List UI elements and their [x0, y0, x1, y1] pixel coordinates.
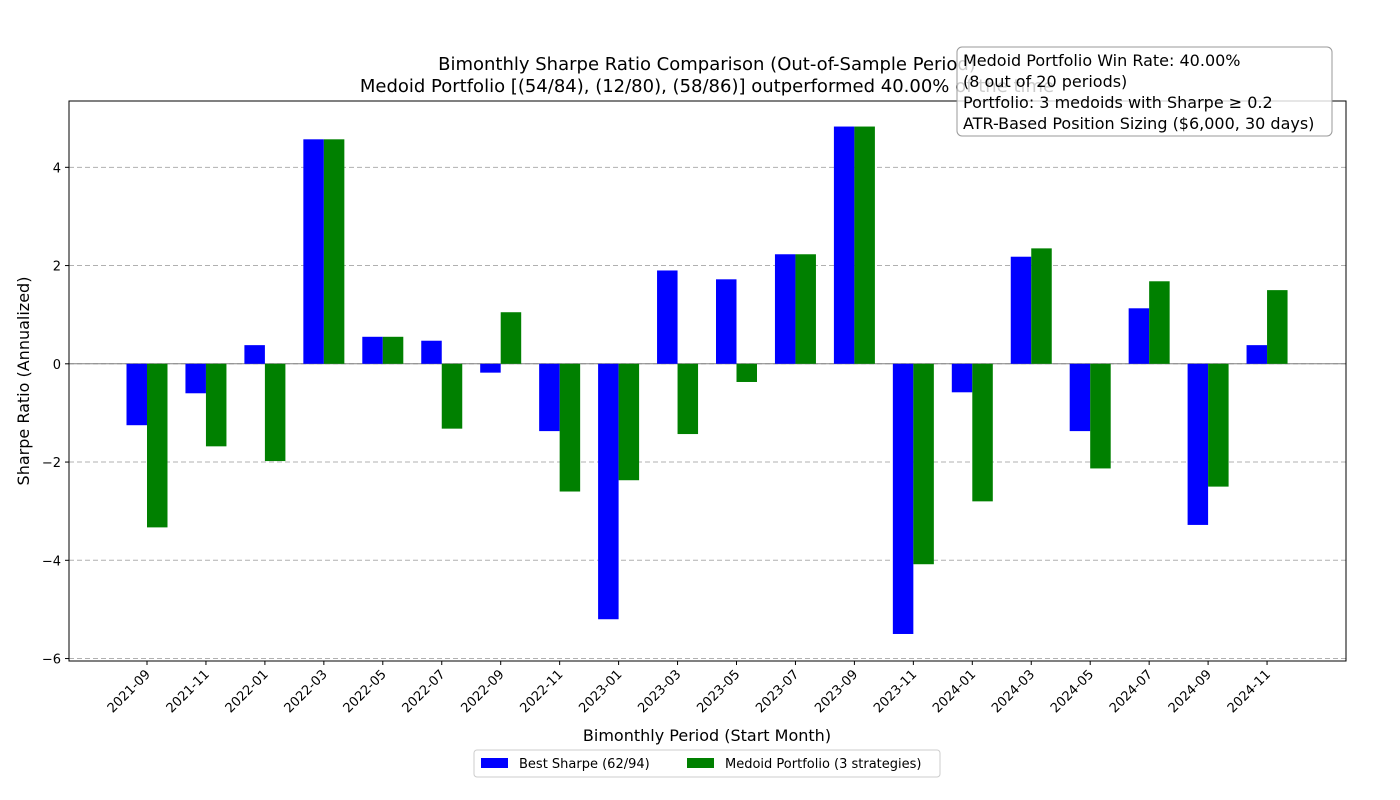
bar-best-sharpe-2024-11: [1246, 345, 1268, 364]
chart-title: Bimonthly Sharpe Ratio Comparison (Out-o…: [438, 54, 976, 75]
x-tick-label: 2021-11: [164, 667, 213, 716]
y-tick-label: 2: [53, 260, 61, 275]
bar-medoid-portfolio-2023-05: [736, 363, 757, 382]
x-tick-label: 2023-07: [753, 667, 802, 716]
x-tick-label: 2022-07: [400, 667, 449, 716]
bar-best-sharpe-2024-03: [1010, 256, 1032, 364]
bar-best-sharpe-2023-01: [598, 363, 619, 620]
y-tick-label: −6: [42, 653, 61, 668]
x-tick-label: 2024-03: [989, 667, 1038, 716]
x-tick-label: 2024-05: [1048, 667, 1097, 716]
x-tick-label: 2022-09: [459, 667, 508, 716]
bar-medoid-portfolio-2024-09: [1208, 363, 1229, 487]
bar-best-sharpe-2022-11: [539, 363, 560, 432]
x-tick-label: 2023-09: [812, 667, 861, 716]
x-tick-label: 2023-03: [635, 667, 684, 716]
annotation-line-win-rate: Medoid Portfolio Win Rate: 40.00%: [963, 51, 1241, 70]
annotation-line-periods: (8 out of 20 periods): [963, 72, 1127, 91]
x-tick-label: 2023-01: [576, 667, 625, 716]
bar-best-sharpe-2023-11: [892, 363, 914, 634]
y-tick-label: 0: [53, 358, 61, 373]
bar-medoid-portfolio-2022-07: [441, 363, 463, 429]
bar-medoid-portfolio-2022-05: [382, 336, 404, 364]
bar-medoid-portfolio-2022-11: [559, 363, 581, 492]
bar-medoid-portfolio-2022-01: [264, 363, 286, 462]
x-tick-label: 2024-11: [1225, 667, 1274, 716]
bar-medoid-portfolio-2023-07: [795, 254, 816, 364]
annotation-box: Medoid Portfolio Win Rate: 40.00% (8 out…: [956, 46, 1333, 137]
bar-best-sharpe-2024-09: [1187, 363, 1209, 525]
bar-medoid-portfolio-2021-11: [205, 363, 227, 447]
bar-medoid-portfolio-2023-09: [854, 126, 875, 364]
y-axis-ticks: −6 −4 −2 0 2 4: [42, 161, 69, 668]
y-axis-label: Sharpe Ratio (Annualized): [14, 277, 33, 486]
x-axis-ticks: 2021-09 2021-11 2022-01 2022-03 2022-05 2022-…: [105, 661, 1274, 716]
bar-best-sharpe-2024-07: [1128, 308, 1150, 364]
bar-medoid-portfolio-2023-01: [618, 363, 640, 481]
legend-swatch-medoid-portfolio: [687, 758, 714, 768]
bar-medoid-portfolio-2024-11: [1267, 290, 1288, 364]
bar-medoid-portfolio-2024-01: [972, 363, 993, 502]
grid-lines: [69, 166, 1346, 660]
x-tick-label: 2022-05: [341, 667, 390, 716]
y-tick-label: 4: [53, 161, 61, 176]
x-tick-label: 2022-03: [282, 667, 331, 716]
bar-medoid-portfolio-2024-07: [1149, 281, 1170, 364]
bar-best-sharpe-2022-09: [480, 363, 501, 373]
bar-best-sharpe-2022-05: [362, 336, 383, 364]
x-axis-label: Bimonthly Period (Start Month): [583, 726, 831, 745]
x-tick-label: 2024-01: [930, 667, 979, 716]
chart-subtitle: Medoid Portfolio [(54/84), (12/80), (58/…: [360, 76, 1054, 97]
x-tick-label: 2022-01: [223, 667, 272, 716]
legend-label-medoid-portfolio: Medoid Portfolio (3 strategies): [725, 757, 922, 772]
bar-best-sharpe-2023-07: [774, 254, 796, 364]
bar-best-sharpe-2024-01: [951, 363, 973, 393]
bar-best-sharpe-2022-01: [244, 345, 265, 364]
y-tick-label: −4: [42, 554, 61, 569]
x-tick-label: 2024-09: [1166, 667, 1215, 716]
annotation-line-portfolio: Portfolio: 3 medoids with Sharpe ≥ 0.2: [963, 93, 1273, 112]
bar-best-sharpe-2021-11: [185, 363, 206, 394]
x-tick-label: 2022-11: [517, 667, 566, 716]
x-tick-label: 2024-07: [1107, 667, 1156, 716]
bar-best-sharpe-2023-05: [716, 279, 737, 364]
bar-best-sharpe-2022-07: [421, 340, 442, 364]
plot-frame: [68, 100, 1347, 662]
legend-label-best-sharpe: Best Sharpe (62/94): [519, 757, 650, 772]
bar-medoid-portfolio-2022-09: [500, 312, 522, 364]
y-tick-label: −2: [42, 456, 61, 471]
x-tick-label: 2023-05: [694, 667, 743, 716]
x-tick-label: 2023-11: [871, 667, 920, 716]
bar-best-sharpe-2021-09: [126, 363, 147, 426]
bar-medoid-portfolio-2023-03: [677, 363, 699, 435]
annotation-line-sizing: ATR-Based Position Sizing ($6,000, 30 da…: [963, 114, 1314, 133]
bar-best-sharpe-2024-05: [1069, 363, 1091, 432]
bars: [126, 126, 1288, 634]
bar-best-sharpe-2023-09: [833, 126, 855, 364]
bar-medoid-portfolio-2024-05: [1090, 363, 1111, 469]
legend-swatch-best-sharpe: [481, 758, 508, 768]
annotation-frame: [956, 46, 1333, 137]
x-tick-label: 2021-09: [105, 667, 154, 716]
bar-medoid-portfolio-2022-03: [323, 139, 345, 364]
bar-best-sharpe-2023-03: [657, 270, 678, 364]
legend: Best Sharpe (62/94) Medoid Portfolio (3 …: [473, 749, 941, 778]
bar-medoid-portfolio-2021-09: [147, 363, 168, 528]
bar-medoid-portfolio-2024-03: [1031, 248, 1052, 364]
bar-best-sharpe-2022-03: [303, 139, 324, 364]
bar-medoid-portfolio-2023-11: [913, 363, 934, 565]
